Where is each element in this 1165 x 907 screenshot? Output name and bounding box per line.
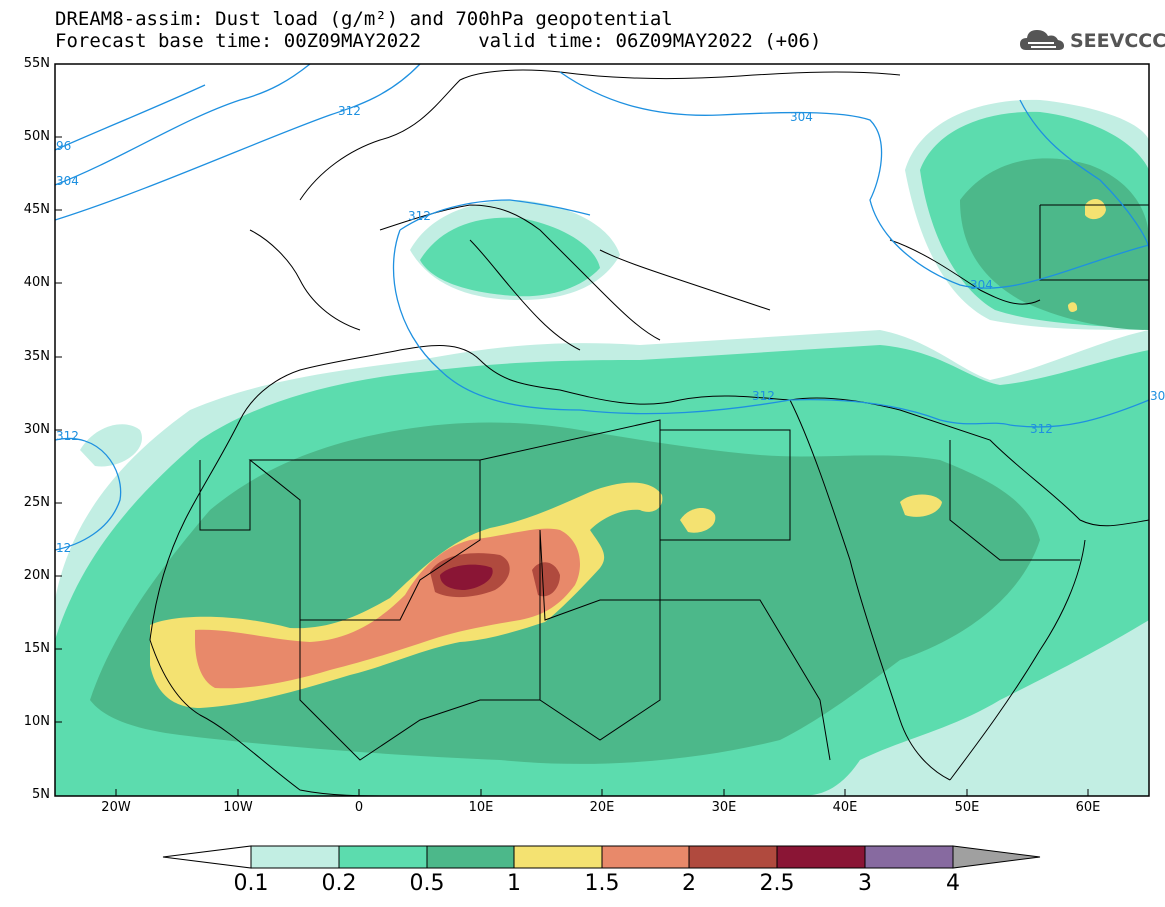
contour-label: 304 bbox=[970, 278, 993, 292]
seevccc-logo: SEEVCCC bbox=[1018, 24, 1165, 56]
lon-label: 0 bbox=[354, 800, 364, 815]
map-layers bbox=[55, 64, 1149, 796]
colorbar-min-arrow bbox=[162, 845, 252, 869]
lon-label: 10E bbox=[468, 800, 494, 815]
colorbar-swatch bbox=[688, 845, 778, 869]
lat-label: 50N bbox=[23, 129, 50, 144]
colorbar-label: 4 bbox=[946, 871, 960, 896]
lon-label: 20W bbox=[101, 800, 131, 815]
contour-label: 304 bbox=[790, 110, 813, 124]
contour-label: 312 bbox=[408, 209, 431, 223]
colorbar-swatch bbox=[864, 845, 954, 869]
lat-label: 25N bbox=[23, 495, 50, 510]
colorbar-swatch bbox=[250, 845, 340, 869]
contour-label: 304 bbox=[1150, 389, 1165, 403]
colorbar-label: 0.5 bbox=[409, 871, 445, 896]
colorbar-label: 2 bbox=[682, 871, 696, 896]
contour-label: 12 bbox=[56, 541, 71, 555]
country-borders bbox=[149, 69, 1149, 796]
colorbar bbox=[162, 845, 1041, 869]
cloud-icon bbox=[1020, 30, 1064, 50]
lat-label: 20N bbox=[23, 568, 50, 583]
lon-label: 20E bbox=[589, 800, 615, 815]
lon-label: 40E bbox=[832, 800, 858, 815]
colorbar-swatch bbox=[426, 845, 515, 869]
colorbar-label: 1 bbox=[507, 871, 521, 896]
contour-label: 312 bbox=[56, 429, 79, 443]
geopotential-contours bbox=[55, 64, 1149, 551]
contour-labels: 312 304 96 304 312 304 312 304 312 312 1… bbox=[56, 104, 1165, 555]
lon-label: 60E bbox=[1075, 800, 1101, 815]
map-title: DREAM8-assim: Dust load (g/m²) and 700hP… bbox=[55, 8, 673, 30]
lat-label: 45N bbox=[23, 202, 50, 217]
contour-label: 312 bbox=[752, 389, 775, 403]
colorbar-swatch bbox=[776, 845, 866, 869]
dust-band-2-5 bbox=[440, 564, 493, 590]
contour-label: 312 bbox=[1030, 422, 1053, 436]
forecast-time-subtitle: Forecast base time: 00Z09MAY2022 valid t… bbox=[55, 30, 822, 52]
lat-label: 5N bbox=[32, 787, 50, 802]
lat-label: 30N bbox=[23, 422, 50, 437]
lon-label: 50E bbox=[954, 800, 980, 815]
lat-label: 10N bbox=[23, 714, 50, 729]
contour-label: 312 bbox=[338, 104, 361, 118]
lon-label: 30E bbox=[711, 800, 737, 815]
colorbar-label: 0.1 bbox=[233, 871, 269, 896]
lat-label: 15N bbox=[23, 641, 50, 656]
lon-label: 10W bbox=[223, 800, 253, 815]
colorbar-label: 3 bbox=[858, 871, 872, 896]
colorbar-label: 0.2 bbox=[321, 871, 357, 896]
colorbar-swatch bbox=[338, 845, 428, 869]
colorbar-label: 2.5 bbox=[759, 871, 795, 896]
axis-ticks bbox=[55, 136, 1089, 796]
logo-text: SEEVCCC bbox=[1070, 30, 1165, 52]
colorbar-swatch bbox=[513, 845, 603, 869]
contour-label: 96 bbox=[56, 139, 71, 153]
lat-label: 55N bbox=[23, 56, 50, 71]
lat-label: 35N bbox=[23, 349, 50, 364]
colorbar-swatch bbox=[601, 845, 690, 869]
lat-label: 40N bbox=[23, 275, 50, 290]
colorbar-label: 1.5 bbox=[584, 871, 620, 896]
colorbar-max-arrow bbox=[952, 845, 1041, 869]
contour-label: 304 bbox=[56, 174, 79, 188]
